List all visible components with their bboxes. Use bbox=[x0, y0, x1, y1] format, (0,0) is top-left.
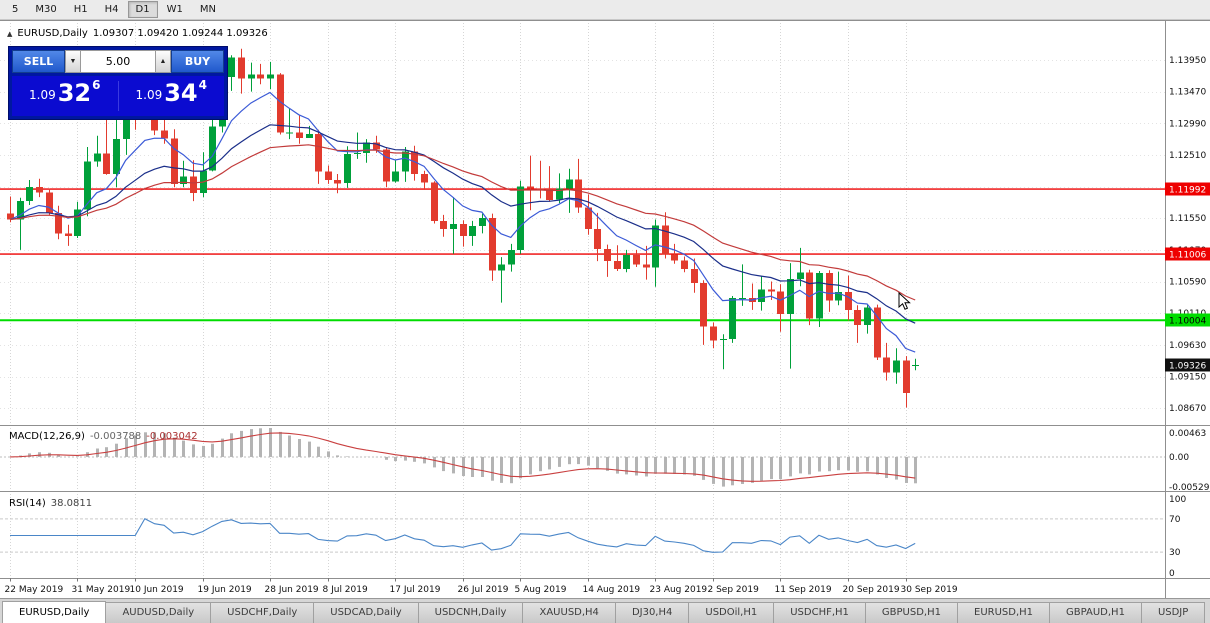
buy-price-pips: 34 bbox=[164, 78, 198, 107]
macd-pane bbox=[0, 428, 1165, 487]
buy-button[interactable]: BUY bbox=[171, 50, 224, 73]
macd-main-value: -0.003788 bbox=[89, 431, 142, 442]
svg-text:17 Jul 2019: 17 Jul 2019 bbox=[390, 585, 441, 595]
volume-decrease-button[interactable]: ▼ bbox=[65, 50, 81, 73]
timeframe-button-5[interactable]: 5 bbox=[4, 1, 26, 18]
svg-text:31 May 2019: 31 May 2019 bbox=[72, 585, 131, 595]
svg-text:0: 0 bbox=[1169, 569, 1175, 579]
svg-text:1.09150: 1.09150 bbox=[1169, 373, 1206, 383]
svg-text:1.13470: 1.13470 bbox=[1169, 88, 1206, 98]
svg-text:30 Sep 2019: 30 Sep 2019 bbox=[901, 585, 958, 595]
chart-window: 1.139501.134701.129901.125101.120301.115… bbox=[0, 20, 1210, 599]
svg-text:100: 100 bbox=[1169, 495, 1186, 505]
timeframe-button-w1[interactable]: W1 bbox=[159, 1, 191, 18]
svg-text:70: 70 bbox=[1169, 515, 1181, 525]
collapse-trade-panel-icon[interactable]: ▲ bbox=[7, 29, 13, 38]
chart-tab-xauusd-h4[interactable]: XAUUSD,H4 bbox=[522, 602, 616, 623]
chart-symbol-label: EURUSD,Daily bbox=[17, 28, 88, 39]
svg-text:23 Aug 2019: 23 Aug 2019 bbox=[650, 585, 708, 595]
sell-price-pips: 32 bbox=[57, 78, 92, 107]
svg-text:2 Sep 2019: 2 Sep 2019 bbox=[708, 585, 760, 595]
macd-signal-value: -0.003042 bbox=[146, 431, 198, 442]
svg-text:5 Aug 2019: 5 Aug 2019 bbox=[515, 585, 567, 595]
svg-text:26 Jul 2019: 26 Jul 2019 bbox=[458, 585, 509, 595]
svg-text:0.00463: 0.00463 bbox=[1169, 429, 1206, 439]
grid-lines bbox=[0, 23, 1165, 578]
svg-text:1.11550: 1.11550 bbox=[1169, 214, 1206, 224]
svg-text:0.00: 0.00 bbox=[1169, 453, 1189, 463]
svg-text:11 Sep 2019: 11 Sep 2019 bbox=[775, 585, 832, 595]
chart-tab-usdchf-h1[interactable]: USDCHF,H1 bbox=[773, 602, 866, 623]
rsi-pane bbox=[0, 517, 1165, 553]
macd-name: MACD(12,26,9) bbox=[9, 431, 85, 442]
price-tags: 1.11992 1.11006 1.10004 1.09326 bbox=[1165, 182, 1210, 372]
rsi-name: RSI(14) bbox=[9, 498, 46, 509]
svg-text:1.09326: 1.09326 bbox=[1169, 361, 1206, 371]
timeframe-button-d1[interactable]: D1 bbox=[127, 1, 158, 18]
svg-text:20 Sep 2019: 20 Sep 2019 bbox=[843, 585, 900, 595]
svg-text:1.08670: 1.08670 bbox=[1169, 404, 1206, 414]
buy-price-point: 4 bbox=[198, 78, 207, 93]
svg-text:8 Jul 2019: 8 Jul 2019 bbox=[323, 585, 368, 595]
moving-average-lines bbox=[9, 91, 916, 353]
svg-text:1.10004: 1.10004 bbox=[1169, 317, 1206, 327]
timeframe-button-m30[interactable]: M30 bbox=[27, 1, 64, 18]
svg-text:1.11992: 1.11992 bbox=[1169, 186, 1206, 196]
chart-title: ▲ EURUSD,Daily 1.09307 1.09420 1.09244 1… bbox=[7, 28, 268, 39]
sell-button[interactable]: SELL bbox=[12, 50, 65, 73]
chart-tab-eurusd-daily[interactable]: EURUSD,Daily bbox=[2, 601, 107, 623]
chart-tab-audusd-daily[interactable]: AUDUSD,Daily bbox=[105, 602, 212, 623]
svg-text:1.12990: 1.12990 bbox=[1169, 119, 1206, 129]
svg-text:10 Jun 2019: 10 Jun 2019 bbox=[130, 585, 184, 595]
pane-separators bbox=[0, 21, 1210, 599]
chart-tab-usdoil-h1[interactable]: USDOil,H1 bbox=[688, 602, 775, 623]
svg-text:1.11006: 1.11006 bbox=[1169, 251, 1206, 261]
sell-price-point: 6 bbox=[92, 78, 101, 93]
rsi-value: 38.0811 bbox=[50, 498, 93, 509]
buy-price[interactable]: 1.09 34 4 bbox=[119, 78, 225, 109]
chart-tab-usdcnh-daily[interactable]: USDCNH,Daily bbox=[417, 602, 524, 623]
timeframe-button-h4[interactable]: H4 bbox=[97, 1, 127, 18]
chart-tab-usdcad-daily[interactable]: USDCAD,Daily bbox=[313, 602, 419, 623]
timeframe-button-h1[interactable]: H1 bbox=[66, 1, 96, 18]
svg-text:14 Aug 2019: 14 Aug 2019 bbox=[583, 585, 641, 595]
chart-ohlc-values: 1.09307 1.09420 1.09244 1.09326 bbox=[92, 28, 268, 39]
svg-text:22 May 2019: 22 May 2019 bbox=[5, 585, 64, 595]
svg-text:30: 30 bbox=[1169, 548, 1181, 558]
sell-price[interactable]: 1.09 32 6 bbox=[12, 78, 118, 109]
svg-text:1.10590: 1.10590 bbox=[1169, 278, 1206, 288]
bid-ask-display: 1.09 32 6 1.09 34 4 bbox=[12, 76, 224, 116]
svg-text:-0.00529: -0.00529 bbox=[1169, 483, 1210, 493]
rsi-indicator-label: RSI(14) 38.0811 bbox=[9, 498, 92, 509]
price-chart-canvas[interactable]: 1.139501.134701.129901.125101.120301.115… bbox=[0, 21, 1210, 599]
date-axis: 22 May 2019 31 May 2019 10 Jun 2019 19 Jun … bbox=[5, 578, 958, 595]
sell-price-prefix: 1.09 bbox=[29, 88, 56, 103]
svg-text:28 Jun 2019: 28 Jun 2019 bbox=[265, 585, 319, 595]
trade-controls-row: SELL ▼ ▲ BUY bbox=[12, 50, 224, 73]
price-divider bbox=[117, 81, 119, 111]
buy-price-prefix: 1.09 bbox=[135, 88, 163, 103]
volume-increase-button[interactable]: ▲ bbox=[155, 50, 171, 73]
chart-tab-dj30-h4[interactable]: DJ30,H4 bbox=[614, 602, 690, 623]
chart-tab-usdchf-daily[interactable]: USDCHF,Daily bbox=[210, 602, 315, 623]
chart-tab-gbpusd-h1[interactable]: GBPUSD,H1 bbox=[864, 602, 958, 623]
macd-indicator-label: MACD(12,26,9) -0.003788 -0.003042 bbox=[9, 431, 198, 442]
chart-tab-eurusd-h1[interactable]: EURUSD,H1 bbox=[957, 602, 1051, 623]
svg-text:19 Jun 2019: 19 Jun 2019 bbox=[198, 585, 252, 595]
volume-input[interactable] bbox=[81, 50, 155, 73]
chart-tab-usdjp[interactable]: USDJP bbox=[1140, 602, 1206, 623]
timeframe-button-mn[interactable]: MN bbox=[192, 1, 224, 18]
svg-text:1.09630: 1.09630 bbox=[1169, 341, 1206, 351]
chart-tabs-bar: EURUSD,Daily AUDUSD,Daily USDCHF,Daily USDC… bbox=[0, 598, 1210, 623]
chart-tab-gbpaud-h1[interactable]: GBPAUD,H1 bbox=[1049, 602, 1142, 623]
timeframe-toolbar: 5 M30 H1 H4 D1 W1 MN bbox=[0, 0, 1210, 20]
svg-text:1.13950: 1.13950 bbox=[1169, 56, 1206, 66]
svg-text:1.12510: 1.12510 bbox=[1169, 151, 1206, 161]
